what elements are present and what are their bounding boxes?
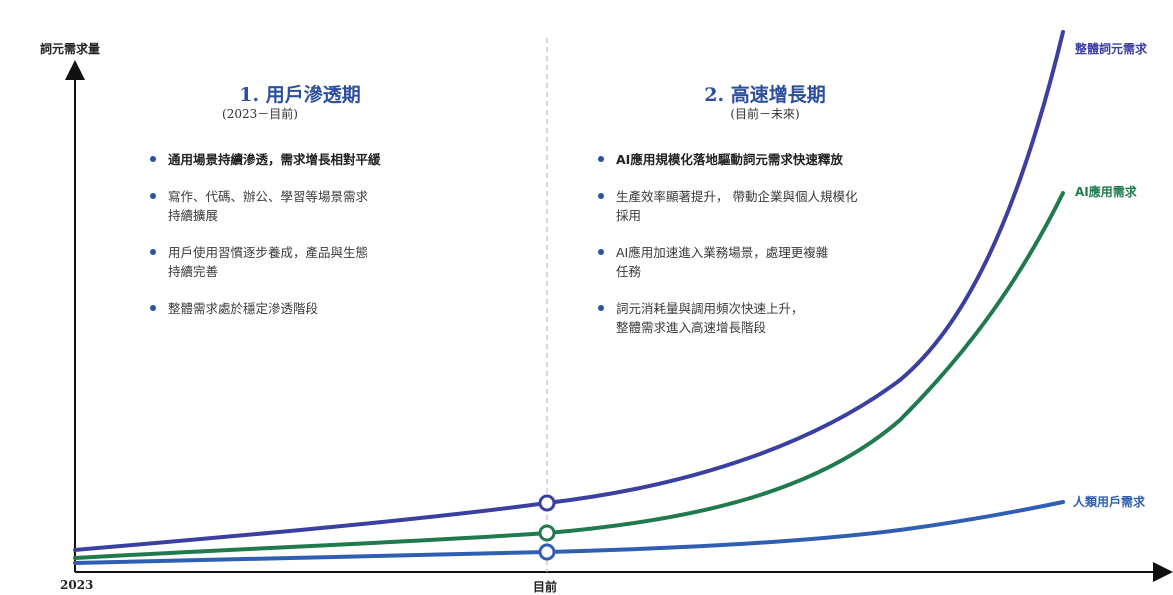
phase-1-subtitle: (2023－目前) xyxy=(222,107,298,121)
phase-2-bullet-1: AI應用規模化落地驅動詞元需求快速釋放 xyxy=(594,150,954,169)
series-label-total: 整體詞元需求 xyxy=(1075,42,1148,56)
phase-1-bullet-1: 通用場景持續滲透，需求增長相對平緩 xyxy=(146,150,476,169)
x-tick-start: 2023 xyxy=(60,578,94,592)
x-tick-now: 目前 xyxy=(533,580,558,594)
phase-2-bullets: AI應用規模化落地驅動詞元需求快速釋放 生產效率顯著提升， 帶動企業與個人規模化… xyxy=(594,150,954,355)
human-user-demand-curve xyxy=(73,500,1065,565)
y-axis-label: 詞元需求量 xyxy=(40,42,101,56)
phase-2-bullet-4: 詞元消耗量與調用頻次快速上升， 整體需求進入高速增長階段 xyxy=(594,299,954,337)
human-demand-now-marker xyxy=(538,543,556,561)
phase-2-title: 2. 高速增長期 xyxy=(704,84,826,106)
phase-2-bullet-3: AI應用加速進入業務場景，處理更複雜 任務 xyxy=(594,243,954,281)
phase-1-bullets: 通用場景持續滲透，需求增長相對平緩 寫作、代碼、辦公、學習等場景需求 持續擴展 … xyxy=(146,150,476,336)
ai-demand-now-marker xyxy=(538,524,556,542)
ai-application-demand-curve xyxy=(73,191,1065,560)
phase-2-bullet-2: 生產效率顯著提升， 帶動企業與個人規模化 採用 xyxy=(594,187,954,225)
phase-1-bullet-4: 整體需求處於穩定滲透階段 xyxy=(146,299,476,318)
phase-2-subtitle: (目前－未來) xyxy=(730,107,800,121)
series-label-ai: AI應用需求 xyxy=(1075,185,1137,199)
phase-1-title: 1. 用戶滲透期 xyxy=(239,84,361,106)
total-demand-now-marker xyxy=(538,494,556,512)
total-token-demand-curve xyxy=(73,30,1065,552)
series-label-human: 人類用戶需求 xyxy=(1073,495,1146,509)
phase-1-bullet-3: 用戶使用習慣逐步養成，產品與生態 持續完善 xyxy=(146,243,476,281)
phase-1-bullet-2: 寫作、代碼、辦公、學習等場景需求 持續擴展 xyxy=(146,187,476,225)
